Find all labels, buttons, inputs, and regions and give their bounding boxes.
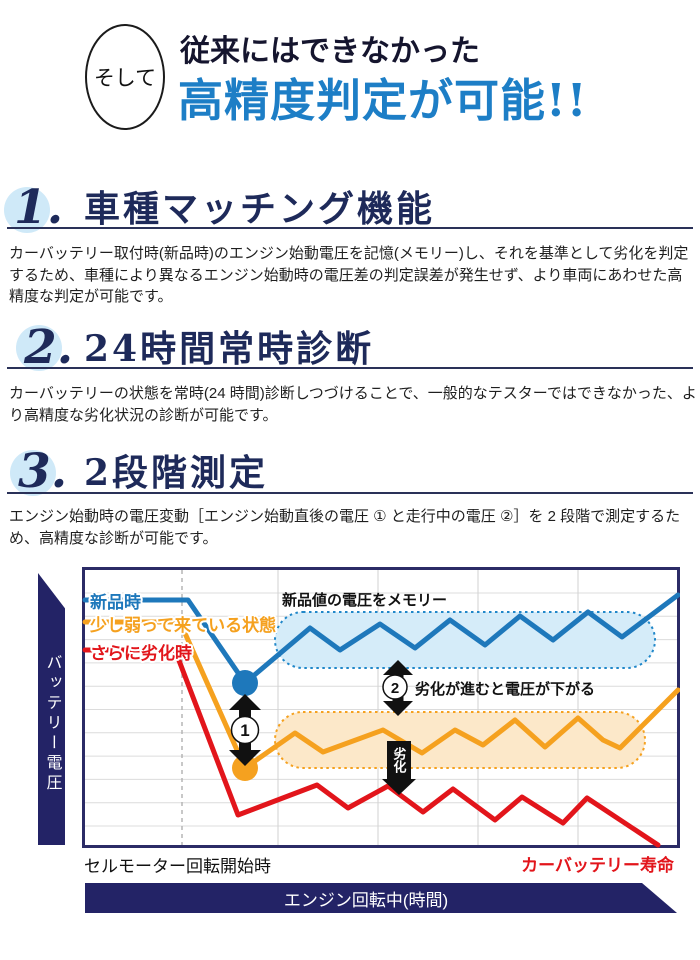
step1-number: 1	[240, 721, 249, 740]
battery-life-label: カーバッテリー寿命	[521, 856, 674, 875]
degrade-badge: 劣化	[387, 741, 411, 779]
y-axis-label: バッテリー電圧	[43, 654, 61, 794]
section2-number-circle	[16, 325, 62, 371]
section3-number-circle	[10, 450, 56, 496]
orange-dip-marker	[232, 755, 258, 781]
legend-weakened: 少し弱って来ている状態	[89, 615, 276, 635]
legend-new: 新品時	[90, 592, 141, 612]
series-line-weakened	[82, 619, 680, 771]
new-voltage-memory-region	[274, 611, 656, 669]
section1-body: カーバッテリー取付時(新品時)のエンジン始動電圧を記憶(メモリー)し、それを基準…	[9, 245, 689, 305]
section3-title: 2段階測定	[84, 452, 269, 494]
section2-rule	[7, 367, 693, 369]
crank-start-label: セルモーター回転開始時	[84, 857, 271, 876]
section3-rule	[7, 492, 693, 494]
section2-body: カーバッテリーの状態を常時(24 時間)診断しつづけることで、一般的なテスターで…	[9, 385, 697, 424]
soshite-badge-label: そして	[93, 66, 157, 90]
section3-number: 3.	[18, 444, 68, 499]
step1-arrow: 1	[229, 694, 261, 766]
section3-body: エンジン始動時の電圧変動［エンジン始動直後の電圧 ① と走行中の電圧 ②］を 2…	[9, 508, 681, 547]
soshite-badge: そして	[85, 24, 165, 130]
weakened-voltage-region	[274, 711, 646, 769]
hero-title: 高精度判定が可能!!	[178, 74, 588, 127]
x-axis-label: エンジン回転中(時間)	[283, 890, 449, 910]
section1-number: 1.	[14, 180, 64, 235]
step2-number: 2	[391, 680, 399, 697]
voltage-diagram: バッテリー電圧	[0, 565, 700, 940]
voltage-plot: 1 2 劣化が進むと電圧が下がる 新品値の電圧をメモリー 新品時 少し弱って来て…	[82, 567, 680, 848]
section2-title: 24時間常時診断	[84, 328, 375, 370]
legend-degraded: さらに劣化時	[90, 643, 192, 663]
section1-title: 車種マッチング機能	[84, 188, 436, 230]
memory-note: 新品値の電圧をメモリー	[282, 591, 447, 609]
section1-number-circle	[4, 187, 50, 233]
section2-number: 2.	[24, 320, 74, 375]
degrade-arrow-icon	[382, 779, 416, 795]
hero-subtitle: 従来にはできなかった	[180, 34, 480, 69]
y-axis-banner: バッテリー電圧	[38, 573, 65, 845]
step2-arrow: 2	[382, 660, 413, 716]
x-axis-banner: エンジン回転中(時間)	[85, 883, 677, 913]
blue-dip-marker	[232, 670, 258, 696]
series-line-new	[82, 592, 680, 686]
series-line-degraded	[82, 647, 661, 848]
section1-rule	[7, 227, 693, 229]
degrade-note: 劣化が進むと電圧が下がる	[415, 680, 595, 698]
